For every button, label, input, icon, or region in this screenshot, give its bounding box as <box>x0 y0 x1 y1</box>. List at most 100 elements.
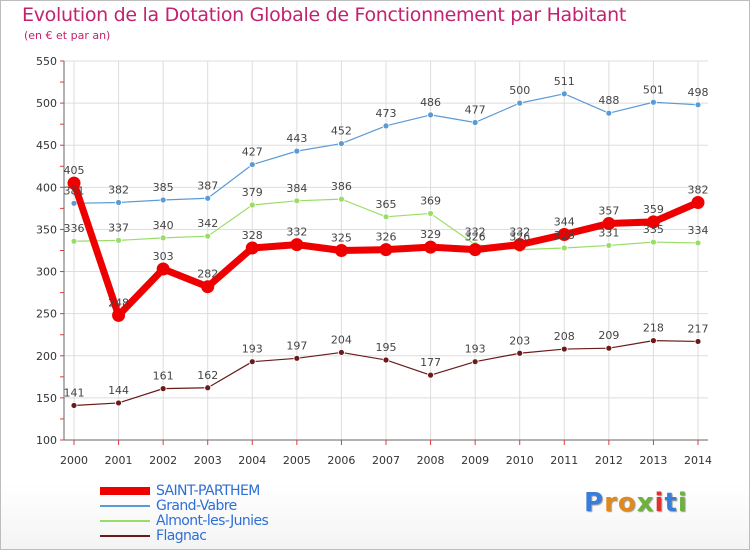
logo-letter: i <box>654 488 665 518</box>
data-point-grand-vabre <box>605 109 613 117</box>
x-tick-label: 2011 <box>550 454 578 467</box>
data-label-almont-les-junies: 365 <box>376 198 397 211</box>
x-tick-label: 2008 <box>417 454 445 467</box>
legend-swatch <box>100 505 150 507</box>
data-point-saint-parthem <box>379 243 393 257</box>
data-label-flagnac: 208 <box>554 330 575 343</box>
data-point-flagnac <box>159 385 167 393</box>
data-label-almont-les-junies: 342 <box>197 217 218 230</box>
data-label-grand-vabre: 452 <box>331 125 352 138</box>
x-tick-label: 2004 <box>238 454 266 467</box>
axes: 100 150 200 250 300 350 400 450 500 550 2000 2001 20… <box>36 55 712 467</box>
data-label-flagnac: 218 <box>643 322 664 335</box>
data-point-grand-vabre <box>471 119 479 126</box>
data-label-grand-vabre: 382 <box>108 183 129 196</box>
data-label-grand-vabre: 385 <box>153 181 174 194</box>
data-label-flagnac: 144 <box>108 384 129 397</box>
x-tick-label: 2000 <box>60 454 88 467</box>
data-point-saint-parthem <box>468 243 482 257</box>
data-label-saint-parthem: 359 <box>643 203 664 216</box>
data-point-grand-vabre <box>516 99 524 107</box>
y-tick-label: 300 <box>36 266 57 279</box>
y-tick-label: 250 <box>36 308 57 321</box>
chart-subtitle: (en € et par an) <box>24 29 111 42</box>
data-label-almont-les-junies: 334 <box>688 224 709 237</box>
data-label-saint-parthem: 248 <box>108 296 129 309</box>
data-point-flagnac <box>650 337 657 345</box>
y-tick-label: 400 <box>36 181 57 194</box>
data-label-saint-parthem: 328 <box>242 229 263 242</box>
data-label-almont-les-junies: 328 <box>554 229 575 242</box>
data-point-flagnac <box>338 349 345 356</box>
data-label-almont-les-junies: 379 <box>242 186 263 199</box>
data-point-saint-parthem <box>156 262 170 276</box>
data-point-grand-vabre <box>427 111 434 119</box>
data-label-almont-les-junies: 326 <box>509 231 530 244</box>
data-label-grand-vabre: 501 <box>643 83 664 96</box>
data-label-saint-parthem: 382 <box>688 183 709 196</box>
data-label-flagnac: 162 <box>197 369 218 382</box>
data-point-almont-les-junies <box>338 195 345 203</box>
data-label-saint-parthem: 344 <box>554 215 575 228</box>
data-label-saint-parthem: 357 <box>598 205 619 218</box>
data-label-saint-parthem: 326 <box>465 231 486 244</box>
y-tick-label: 450 <box>36 139 57 152</box>
x-tick-label: 2001 <box>105 454 133 467</box>
data-label-almont-les-junies: 332 <box>465 226 486 239</box>
data-label-almont-les-junies: 331 <box>598 226 619 239</box>
data-point-saint-parthem <box>290 238 304 252</box>
logo-letter: i <box>677 488 688 518</box>
y-tick-label: 500 <box>36 97 57 110</box>
data-point-grand-vabre <box>293 147 301 155</box>
data-label-almont-les-junies: 340 <box>153 219 174 232</box>
x-tick-label: 2009 <box>461 454 489 467</box>
data-point-saint-parthem <box>602 217 616 231</box>
data-point-flagnac <box>248 358 256 366</box>
data-label-grand-vabre: 500 <box>509 84 530 97</box>
data-label-flagnac: 141 <box>64 386 85 399</box>
x-tick-label: 2006 <box>327 454 355 467</box>
legend-swatch <box>100 520 150 522</box>
data-point-flagnac <box>204 384 212 392</box>
data-point-almont-les-junies <box>204 232 212 240</box>
data-label-flagnac: 217 <box>688 322 709 335</box>
data-label-saint-parthem: 282 <box>197 268 218 281</box>
data-label-flagnac: 177 <box>420 356 441 369</box>
series-layer <box>67 90 705 409</box>
y-tick-label: 350 <box>36 223 57 236</box>
data-point-flagnac <box>605 344 613 352</box>
legend-label: SAINT-PARTHEM <box>156 483 260 499</box>
data-point-grand-vabre <box>70 199 78 207</box>
data-label-grand-vabre: 477 <box>465 103 486 116</box>
data-point-almont-les-junies <box>293 197 301 205</box>
data-point-saint-parthem <box>646 215 660 229</box>
data-point-almont-les-junies <box>694 239 702 247</box>
y-tick-label: 150 <box>36 392 57 405</box>
data-label-saint-parthem: 405 <box>64 164 85 177</box>
grid-lines <box>64 60 708 441</box>
data-label-saint-parthem: 332 <box>286 226 307 239</box>
data-label-flagnac: 197 <box>286 339 307 352</box>
data-label-almont-les-junies: 386 <box>331 180 352 193</box>
logo-letter: t <box>664 488 678 518</box>
data-label-flagnac: 209 <box>598 329 619 342</box>
data-point-flagnac <box>516 349 524 357</box>
x-tick-label: 2003 <box>194 454 222 467</box>
x-tick-label: 2014 <box>684 454 712 467</box>
chart-title: Evolution de la Dotation Globale de Fonc… <box>22 4 627 26</box>
line-chart: 100 150 200 250 300 350 400 450 500 550 2000 2001 20… <box>36 55 712 467</box>
data-label-saint-parthem: 332 <box>509 226 530 239</box>
data-label-grand-vabre: 488 <box>598 94 619 107</box>
data-point-saint-parthem <box>557 227 571 241</box>
data-label-flagnac: 193 <box>242 343 263 356</box>
data-label-grand-vabre: 427 <box>242 146 263 159</box>
logo-letter: r <box>604 488 618 518</box>
data-label-grand-vabre: 511 <box>554 75 575 88</box>
x-tick-label: 2012 <box>595 454 623 467</box>
legend-swatch <box>100 535 150 537</box>
data-point-almont-les-junies <box>70 237 78 245</box>
data-label-flagnac: 203 <box>509 334 530 347</box>
legend-label: Almont-les-Junies <box>156 513 269 529</box>
data-point-saint-parthem <box>691 195 705 209</box>
